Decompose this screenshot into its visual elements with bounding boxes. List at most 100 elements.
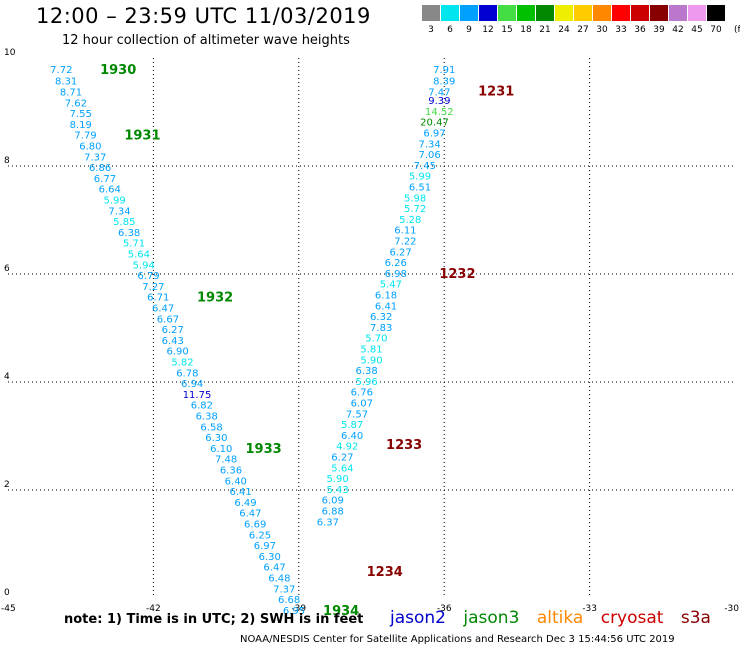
scale-swatch (688, 5, 706, 21)
data-point-label: 5.99 (103, 195, 125, 206)
scale-swatch (612, 5, 630, 21)
y-tick-label: 10 (4, 48, 16, 58)
scale-swatch (479, 5, 497, 21)
data-point-label: 5.72 (404, 204, 426, 215)
legend-altika: altika (536, 608, 584, 628)
data-point-label: 5.90 (326, 474, 348, 485)
data-point-label: 5.99 (409, 172, 431, 183)
time-label: 1231 (478, 84, 514, 99)
data-point-label: 6.82 (191, 401, 213, 412)
data-point-label: 6.97 (254, 541, 276, 552)
data-point-label: 7.27 (142, 282, 164, 293)
data-point-label: 6.98 (385, 269, 407, 280)
data-point-label: 6.88 (322, 507, 344, 518)
scale-unit: (ft) (734, 25, 740, 35)
data-point-label: 8.31 (55, 77, 77, 88)
scale-label: 15 (501, 25, 513, 35)
scale-label: 3 (428, 25, 434, 35)
data-point-label: 5.94 (133, 260, 155, 271)
scale-label: 33 (615, 25, 627, 35)
scale-label: 30 (596, 25, 608, 35)
x-tick-label: -45 (1, 604, 16, 614)
scale-swatch (498, 5, 516, 21)
data-point-label: 6.71 (147, 293, 169, 304)
data-point-label: 6.86 (89, 163, 111, 174)
data-point-label: 7.22 (394, 237, 416, 248)
data-point-label: 6.67 (157, 314, 179, 325)
data-point-label: 6.47 (263, 563, 285, 574)
data-point-label: 5.70 (365, 334, 387, 345)
data-point-label: 5.43 (326, 485, 348, 496)
data-point-label: 6.36 (220, 465, 242, 476)
data-point-label: 5.85 (113, 217, 135, 228)
data-point-label: 6.48 (268, 573, 290, 584)
scale-swatch (555, 5, 573, 21)
data-point-label: 5.47 (380, 280, 402, 291)
time-label: 1932 (197, 291, 233, 306)
data-point-label: 9.39 (428, 96, 450, 107)
data-point-label: 7.47 (428, 87, 450, 98)
data-point-label: 6.69 (244, 519, 266, 530)
data-point-label: 8.19 (70, 120, 92, 131)
time-label: 1934 (323, 604, 359, 619)
data-point-label: 6.47 (239, 509, 261, 520)
data-point-label: 5.81 (360, 345, 382, 356)
data-point-label: 7.34 (108, 206, 130, 217)
y-tick-label: 6 (4, 264, 10, 274)
data-point-label: 5.96 (356, 377, 378, 388)
scale-swatch (593, 5, 611, 21)
data-point-label: 6.41 (230, 487, 252, 498)
data-point-label: 6.25 (249, 530, 271, 541)
data-point-label: 7.06 (419, 150, 441, 161)
scale-label: 27 (577, 25, 589, 35)
data-point-label: 6.09 (322, 496, 344, 507)
y-tick-label: 2 (4, 480, 10, 490)
data-point-label: 14.52 (425, 107, 454, 118)
scale-swatch (669, 5, 687, 21)
data-point-label: 6.94 (181, 379, 203, 390)
data-point-label: 6.58 (200, 422, 222, 433)
data-point-label: 6.47 (152, 303, 174, 314)
scale-swatch (650, 5, 668, 21)
legend-jason3: jason3 (463, 608, 520, 628)
data-point-label: 6.38 (196, 411, 218, 422)
data-point-label: 7.72 (50, 65, 72, 76)
data-point-label: 6.26 (385, 258, 407, 269)
data-point-label: 6.97 (423, 129, 445, 140)
legend-s3a: s3a (680, 608, 711, 628)
data-point-label: 7.91 (433, 65, 455, 76)
scale-label: 70 (710, 25, 722, 35)
time-label: 1930 (100, 63, 136, 78)
scale-swatch (517, 5, 535, 21)
scale-label: 6 (447, 25, 453, 35)
scale-swatch (574, 5, 592, 21)
data-point-label: 8.71 (60, 87, 82, 98)
data-point-label: 6.07 (351, 399, 373, 410)
x-tick-label: -33 (582, 604, 597, 614)
data-point-label: 6.10 (210, 444, 232, 455)
data-point-label: 6.80 (79, 141, 101, 152)
data-point-label: 5.98 (404, 193, 426, 204)
data-point-label: 7.62 (65, 98, 87, 109)
data-point-label: 6.27 (162, 325, 184, 336)
data-point-label: 6.77 (94, 174, 116, 185)
data-point-label: 6.40 (341, 431, 363, 442)
scale-label: 45 (691, 25, 703, 35)
data-point-label: 7.83 (370, 323, 392, 334)
scale-label: 18 (520, 25, 532, 35)
time-label: 1931 (124, 129, 160, 144)
x-tick-label: -42 (146, 604, 161, 614)
data-point-label: 7.57 (346, 409, 368, 420)
footer-credit: NOAA/NESDIS Center for Satellite Applica… (240, 634, 675, 645)
scale-label: 36 (634, 25, 646, 35)
y-tick-label: 0 (4, 588, 10, 598)
scale-label: 42 (672, 25, 684, 35)
data-point-label: 7.45 (414, 161, 436, 172)
footer-note: note: 1) Time is in UTC; 2) SWH is in fe… (64, 612, 364, 627)
data-point-label: 6.76 (351, 388, 373, 399)
x-tick-label: -30 (724, 604, 739, 614)
page-title: 12:00 – 23:59 UTC 11/03/2019 (36, 4, 371, 28)
data-point-label: 6.40 (225, 476, 247, 487)
data-point-label: 6.78 (176, 368, 198, 379)
